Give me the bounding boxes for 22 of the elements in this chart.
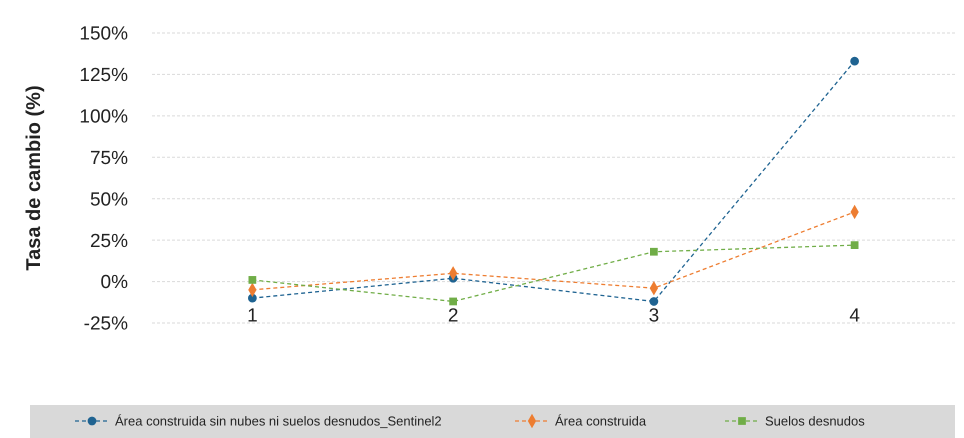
point (850, 241, 858, 249)
y-tick-label: 100% (79, 106, 128, 128)
x-tick-label: 3 (648, 306, 660, 327)
y-tick-label: 50% (90, 189, 128, 210)
y-axis-title: Tasa de cambio (%) (23, 85, 45, 271)
legend-label: Suelos desnudos (765, 414, 866, 429)
y-tick-label: 150% (79, 24, 128, 45)
legend-label: Área construida (555, 414, 647, 429)
point (248, 276, 256, 284)
x-tick-label: 4 (849, 306, 860, 327)
y-tick-label: 0% (100, 272, 128, 294)
point (650, 297, 658, 306)
y-tick-label: 75% (90, 148, 128, 169)
point (850, 56, 859, 66)
point (650, 248, 658, 256)
x-tick-label: 2 (448, 306, 458, 327)
y-tick-label: 25% (90, 230, 128, 252)
legend-label: Área construida sin nubes ni suelos desnudos_Sentinel2 (115, 414, 442, 429)
x-tick-label: 1 (247, 306, 258, 327)
point (449, 298, 457, 306)
y-tick-label: 125% (79, 65, 128, 86)
y-tick-label: -25% (84, 314, 128, 335)
